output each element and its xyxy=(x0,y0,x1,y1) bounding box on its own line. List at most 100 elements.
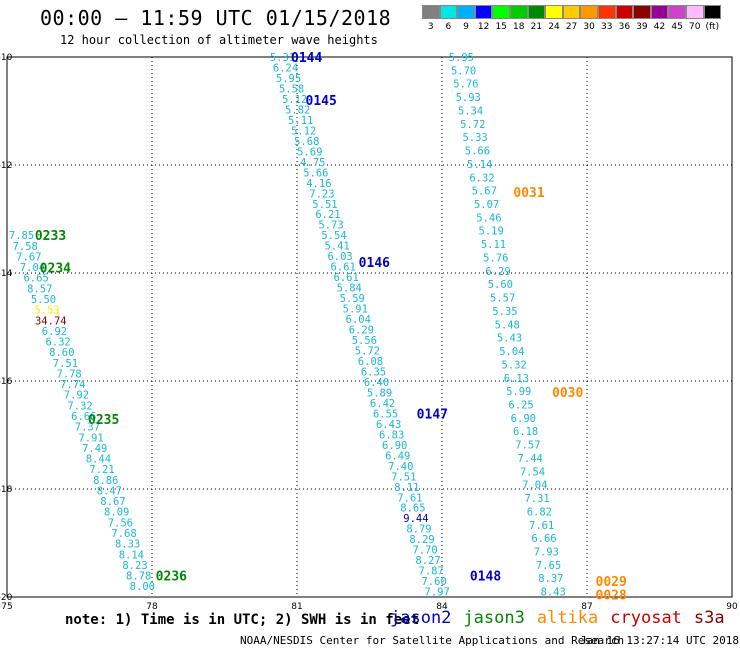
swh-value: 5.54 xyxy=(321,230,346,242)
swh-value: 5.73 xyxy=(318,220,343,232)
swh-value: 7.68 xyxy=(111,528,136,540)
swh-value: 7.31 xyxy=(524,493,549,505)
swh-value: 5.66 xyxy=(303,167,328,179)
legend-cryosat: cryosat xyxy=(610,608,682,628)
swh-value: 8.79 xyxy=(406,524,431,536)
colorbar-label: 39 xyxy=(636,22,648,32)
swh-value: 5.12 xyxy=(282,94,307,106)
swh-value: 8.60 xyxy=(49,347,74,359)
footer-note: note: 1) Time is in UTC; 2) SWH is in fe… xyxy=(65,612,420,628)
colorbar-label: (ft) xyxy=(705,22,720,32)
swh-value: 8.67 xyxy=(100,496,125,508)
legend-jason2: jason2 xyxy=(390,608,452,628)
swh-value: 5.35 xyxy=(492,306,517,318)
pass-time-label: 0031 xyxy=(513,186,544,201)
swh-value: 7.93 xyxy=(534,547,559,559)
colorbar xyxy=(422,5,722,21)
pass-time-label: 0145 xyxy=(306,94,337,109)
pass-time-label: 0233 xyxy=(35,229,66,244)
swh-value: 8.47 xyxy=(97,485,122,497)
swh-value: 7.78 xyxy=(56,368,81,380)
swh-value: 8.23 xyxy=(122,560,147,572)
colorbar-swatch xyxy=(633,5,651,19)
swh-value: 7.92 xyxy=(64,390,89,402)
swh-value: 8.43 xyxy=(541,587,566,599)
swh-value: 7.49 xyxy=(82,443,107,455)
swh-value: 5.67 xyxy=(472,186,497,198)
swh-value: 5.04 xyxy=(499,346,524,358)
pass-time-label: 0030 xyxy=(552,386,583,401)
swh-value: 5.46 xyxy=(476,212,501,224)
pass-time-label: 0146 xyxy=(359,256,390,271)
pass-time-label: 0147 xyxy=(417,407,448,422)
swh-value: 6.82 xyxy=(527,506,552,518)
swh-value: 9.44 xyxy=(403,513,428,525)
colorbar-label: 15 xyxy=(495,22,507,32)
colorbar-swatch xyxy=(509,5,528,19)
x-tick-label: 87 xyxy=(581,602,592,612)
swh-value: 5.14 xyxy=(467,159,492,171)
colorbar-swatch xyxy=(439,5,458,19)
colorbar-swatch xyxy=(474,5,493,19)
swh-value: 5.72 xyxy=(460,119,485,131)
colorbar-label: 12 xyxy=(477,22,490,32)
swh-value: 7.58 xyxy=(13,241,38,253)
swh-value: 5.33 xyxy=(462,132,487,144)
colorbar-label: 6 xyxy=(445,22,452,32)
swh-value: 8.00 xyxy=(130,581,155,593)
colorbar-label: 33 xyxy=(601,22,613,32)
colorbar-label: 30 xyxy=(583,22,595,32)
swh-value: 8.57 xyxy=(27,283,52,295)
swh-value: 6.83 xyxy=(379,429,404,441)
swh-value: 5.32 xyxy=(501,359,526,371)
credit-text: NOAA/NESDIS Center for Satellite Applica… xyxy=(240,634,625,647)
swh-value: 7.67 xyxy=(16,251,41,263)
swh-value: 5.58 xyxy=(279,83,304,95)
swh-value: 8.65 xyxy=(400,503,425,515)
legend-altika: altika xyxy=(536,608,599,628)
swh-value: 6.29 xyxy=(349,325,374,337)
swh-value: 34.74 xyxy=(35,315,67,327)
swh-value: 5.91 xyxy=(343,304,368,316)
colorbar-swatch xyxy=(703,5,722,19)
swh-value: 6.90 xyxy=(382,440,407,452)
colorbar-swatch xyxy=(422,5,440,19)
colorbar-swatch xyxy=(650,5,669,19)
swh-value: 7.61 xyxy=(397,492,422,504)
swh-value: 5.60 xyxy=(488,279,513,291)
colorbar-label: 42 xyxy=(653,22,666,32)
swh-value: 6.55 xyxy=(373,408,398,420)
swh-value: 7.87 xyxy=(418,566,443,578)
swh-value: 6.13 xyxy=(504,373,529,385)
legend-jason3: jason3 xyxy=(463,608,525,628)
swh-value: 6.66 xyxy=(531,533,556,545)
swh-value: 5.89 xyxy=(367,387,392,399)
swh-value: 6.90 xyxy=(511,413,536,425)
swh-value: 6.03 xyxy=(327,251,352,263)
swh-value: 7.04 xyxy=(522,480,547,492)
swh-value: 8.14 xyxy=(119,549,144,561)
swh-value: 6.04 xyxy=(346,314,371,326)
swh-value: 7.32 xyxy=(67,400,92,412)
satellite-legend: jason2 jason3 altika cryosat s3a xyxy=(390,608,725,628)
swh-value: 6.49 xyxy=(385,450,410,462)
swh-value: 5.56 xyxy=(352,335,377,347)
swh-value: 6.32 xyxy=(45,337,70,349)
swh-value: 8.27 xyxy=(415,555,440,567)
swh-value: 5.53 xyxy=(34,305,59,317)
pass-time-label: 0234 xyxy=(40,262,71,277)
swh-value: 5.41 xyxy=(324,241,349,253)
swh-value: 5.95 xyxy=(276,73,301,85)
pass-time-label: 0235 xyxy=(88,413,119,428)
pass-time-label: 0236 xyxy=(156,569,187,584)
legend-s3a: s3a xyxy=(693,608,725,628)
swh-value: 5.48 xyxy=(495,319,520,331)
y-tick-label: -10 xyxy=(0,53,13,63)
swh-value: 6.66 xyxy=(71,411,96,423)
swh-value: 5.66 xyxy=(465,146,490,158)
colorbar-swatch xyxy=(685,5,704,19)
x-tick-label: 75 xyxy=(1,602,12,612)
page-subtitle: 12 hour collection of altimeter wave hei… xyxy=(60,33,378,47)
swh-value: 7.70 xyxy=(412,545,437,557)
